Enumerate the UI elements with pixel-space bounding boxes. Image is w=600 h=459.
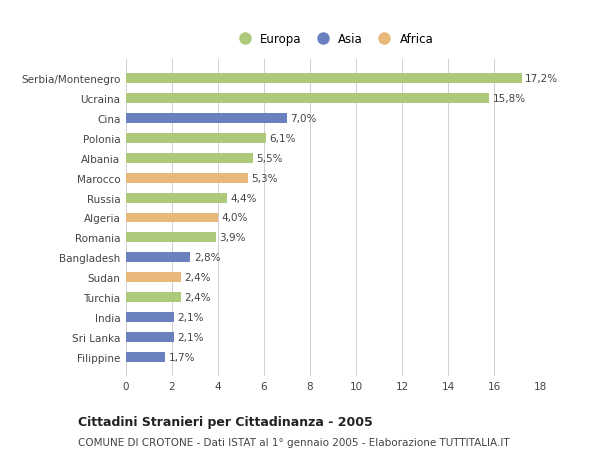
Text: 6,1%: 6,1% [270,134,296,144]
Text: 2,4%: 2,4% [185,273,211,283]
Bar [126,193,227,203]
Bar [126,74,521,84]
Text: 2,4%: 2,4% [185,292,211,302]
Text: COMUNE DI CROTONE - Dati ISTAT al 1° gennaio 2005 - Elaborazione TUTTITALIA.IT: COMUNE DI CROTONE - Dati ISTAT al 1° gen… [78,437,509,447]
Text: 5,3%: 5,3% [251,174,278,183]
Bar [126,174,248,183]
Bar [126,273,181,283]
Bar [126,213,218,223]
Text: 1,7%: 1,7% [169,352,195,362]
Text: 4,0%: 4,0% [221,213,248,223]
Text: 7,0%: 7,0% [290,114,317,124]
Text: 2,1%: 2,1% [178,312,204,322]
Text: 17,2%: 17,2% [525,74,558,84]
Bar [126,114,287,124]
Bar [126,332,175,342]
Bar [126,233,216,243]
Bar [126,153,253,163]
Text: 4,4%: 4,4% [230,193,257,203]
Bar [126,292,181,302]
Text: Cittadini Stranieri per Cittadinanza - 2005: Cittadini Stranieri per Cittadinanza - 2… [78,415,373,428]
Bar [126,352,165,362]
Bar [126,312,175,322]
Text: 15,8%: 15,8% [493,94,526,104]
Text: 3,9%: 3,9% [219,233,245,243]
Bar [126,134,266,144]
Text: 2,1%: 2,1% [178,332,204,342]
Legend: Europa, Asia, Africa: Europa, Asia, Africa [230,31,436,48]
Text: 5,5%: 5,5% [256,153,283,163]
Bar [126,94,490,104]
Bar [126,253,190,263]
Text: 2,8%: 2,8% [194,253,220,263]
